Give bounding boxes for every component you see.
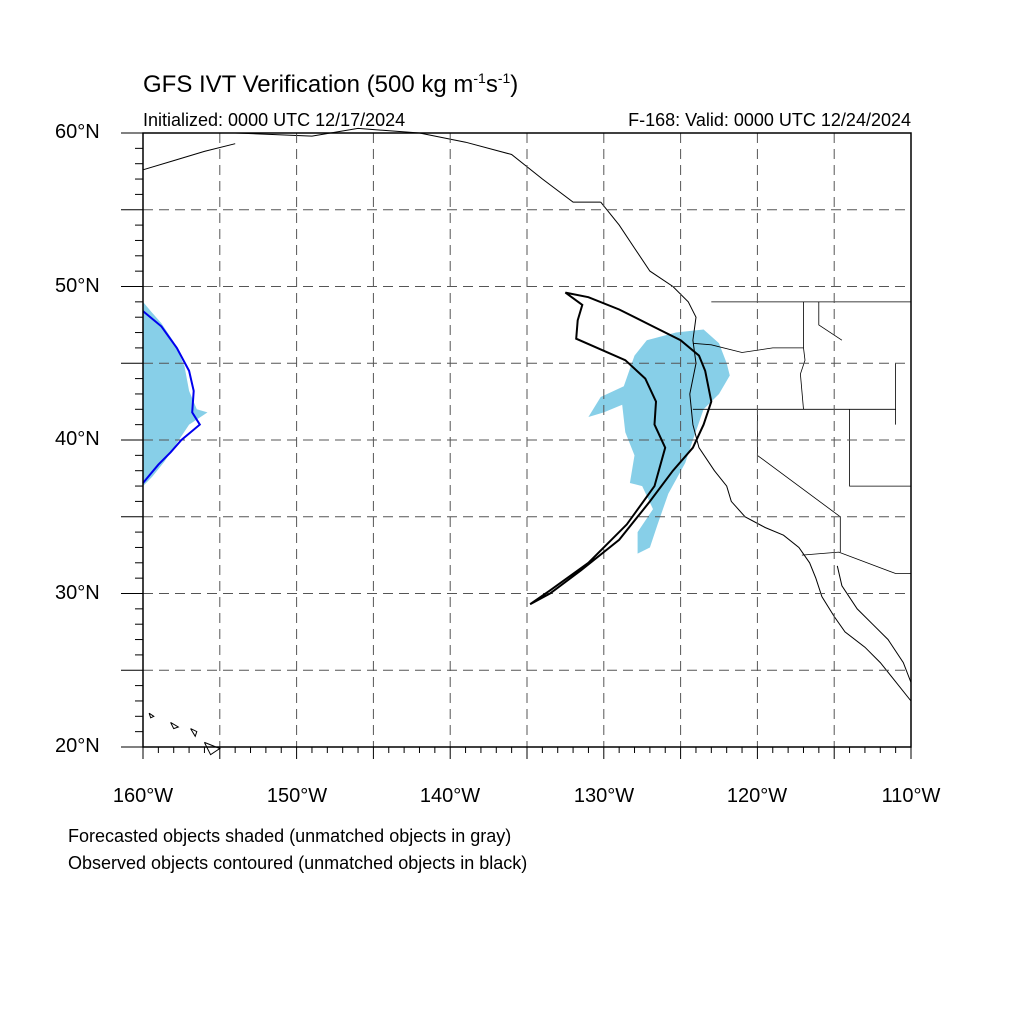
lat-label-40: 40°N bbox=[55, 428, 100, 450]
forecast-ar-object bbox=[588, 329, 730, 554]
observed-ar-contour bbox=[529, 291, 713, 606]
gridlines-layer bbox=[143, 133, 911, 747]
border-4 bbox=[801, 551, 911, 574]
observed-objects-layer bbox=[142, 291, 713, 606]
lon-label-110w: 110°W bbox=[881, 785, 941, 807]
map-title: GFS IVT Verification (500 kg m-1s-1) bbox=[143, 70, 518, 99]
lat-label-60: 60°N bbox=[55, 121, 100, 143]
title-mid: s bbox=[485, 71, 498, 98]
lon-label-130w: 130°W bbox=[573, 785, 635, 807]
border-6 bbox=[849, 409, 911, 487]
title-exponent-1: -1 bbox=[473, 70, 486, 86]
observed-west-edge-contour bbox=[142, 310, 202, 484]
lon-label-120w: 120°W bbox=[726, 785, 788, 807]
border-1 bbox=[692, 342, 804, 353]
valid-time-label: F-168: Valid: 0000 UTC 12/24/2024 bbox=[628, 110, 911, 130]
observed-legend-note: Observed objects contoured (unmatched ob… bbox=[68, 853, 528, 873]
coastline-1 bbox=[235, 127, 601, 203]
lat-label-50: 50°N bbox=[55, 275, 100, 297]
lat-label-30: 30°N bbox=[55, 582, 100, 604]
title-exponent-2: -1 bbox=[497, 70, 511, 86]
island-3 bbox=[203, 741, 221, 756]
island-1 bbox=[148, 712, 155, 719]
coastline-2 bbox=[142, 143, 236, 171]
forecast-west-edge-object bbox=[143, 301, 208, 487]
lon-label-150w: 150°W bbox=[266, 785, 328, 807]
island-0 bbox=[170, 721, 180, 730]
title-main: GFS IVT Verification (500 kg m bbox=[143, 71, 474, 98]
title-end: ) bbox=[510, 71, 519, 98]
init-time-label: Initialized: 0000 UTC 12/17/2024 bbox=[143, 110, 406, 130]
island-2 bbox=[190, 728, 198, 738]
forecast-legend-note: Forecasted objects shaded (unmatched obj… bbox=[68, 826, 512, 846]
border-5 bbox=[799, 301, 806, 410]
lon-label-140w: 140°W bbox=[419, 785, 481, 807]
border-8 bbox=[818, 301, 843, 341]
map-frame bbox=[121, 132, 912, 759]
coastline-3 bbox=[836, 565, 912, 683]
lon-label-160w: 160°W bbox=[112, 785, 174, 807]
border-3 bbox=[757, 409, 841, 553]
lat-label-20: 20°N bbox=[55, 735, 100, 757]
forecast-objects-layer bbox=[143, 301, 730, 554]
